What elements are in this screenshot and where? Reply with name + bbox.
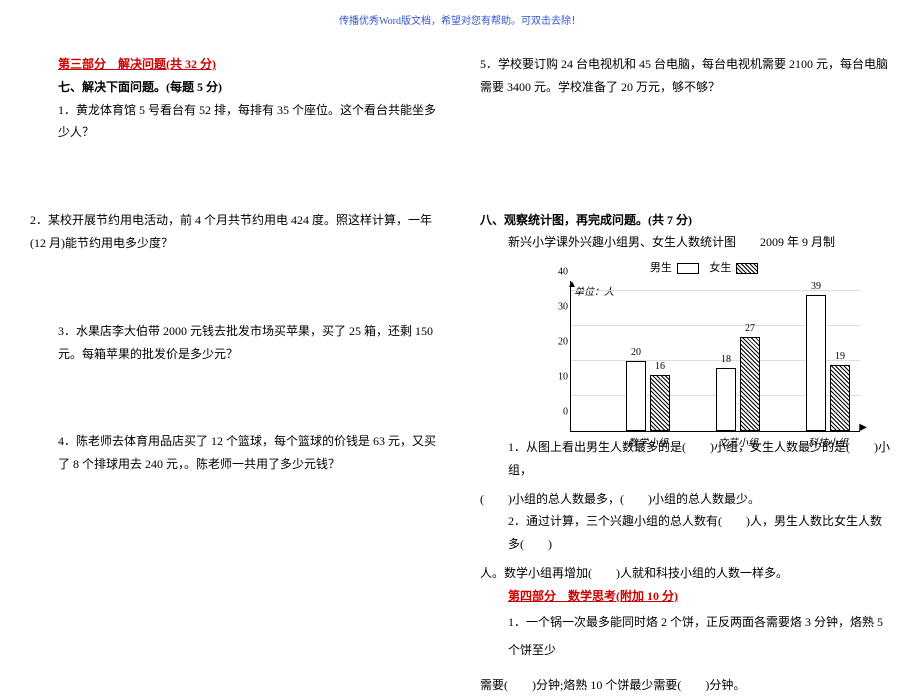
bar-value-label: 16 <box>655 357 665 376</box>
chart-container: 男生 女生 ▲ ▶ 单位：人 0102030402016数学小组1827文艺小组… <box>550 258 860 432</box>
section-8-heading: 八、观察统计图，再完成问题。(共 7 分) <box>480 209 890 232</box>
bar-value-label: 39 <box>811 277 821 296</box>
page-columns: 第三部分 解决问题(共 32 分) 七、解决下面问题。(每题 5 分) 1．黄龙… <box>0 33 920 700</box>
y-tick: 40 <box>553 263 568 282</box>
part3-title: 第三部分 解决问题(共 32 分) <box>58 53 440 76</box>
question-4: 4．陈老师去体育用品店买了 12 个篮球，每个篮球的价钱是 63 元，又买了 8… <box>58 430 440 476</box>
right-column: 5．学校要订购 24 台电视机和 45 台电脑，每台电视机需要 2100 元，每… <box>480 53 890 700</box>
bar-value-label: 19 <box>835 347 845 366</box>
question-9b: 需要( )分钟;烙熟 10 个饼最少需要( )分钟。 <box>480 671 890 700</box>
x-category-label: 文艺小组 <box>718 434 758 453</box>
y-tick: 0 <box>553 403 568 422</box>
question-3: 3．水果店李大伯带 2000 元钱去批发市场买苹果，买了 25 箱，还剩 150… <box>58 320 440 366</box>
legend-girl-swatch <box>736 263 758 274</box>
question-5: 5．学校要订购 24 台电视机和 45 台电脑，每台电视机需要 2100 元，每… <box>480 53 890 99</box>
left-column: 第三部分 解决问题(共 32 分) 七、解决下面问题。(每题 5 分) 1．黄龙… <box>30 53 440 700</box>
bar-value-label: 18 <box>721 350 731 369</box>
y-tick: 10 <box>553 368 568 387</box>
axis-unit-label: 单位：人 <box>574 283 614 302</box>
bar-value-label: 27 <box>745 319 755 338</box>
bar: 39 <box>806 295 826 432</box>
header-note: 传播优秀Word版文档，希望对您有帮助。可双击去除！ <box>0 0 920 33</box>
bar-value-label: 20 <box>631 343 641 362</box>
bar-chart: ▲ ▶ 单位：人 0102030402016数学小组1827文艺小组3919科技… <box>570 281 860 432</box>
bar: 19 <box>830 365 850 432</box>
question-8-1b: ( )小组的总人数最多，( )小组的总人数最少。 <box>480 488 890 511</box>
part4-title: 第四部分 数学思考(附加 10 分) <box>508 585 890 608</box>
question-2: 2．某校开展节约用电活动，前 4 个月共节约用电 424 度。照这样计算，一年(… <box>30 209 440 255</box>
question-1: 1．黄龙体育馆 5 号看台有 52 排，每排有 35 个座位。这个看台共能坐多少… <box>58 99 440 145</box>
legend-girl-label: 女生 <box>709 262 731 274</box>
chart-title: 新兴小学课外兴趣小组男、女生人数统计图 2009 年 9 月制 <box>508 231 890 254</box>
x-category-label: 科技小组 <box>808 434 848 453</box>
bar: 27 <box>740 337 760 432</box>
question-8-2: 2．通过计算，三个兴趣小组的总人数有( )人，男生人数比女生人数多( ) <box>508 510 890 556</box>
y-tick: 20 <box>553 333 568 352</box>
section-7-heading: 七、解决下面问题。(每题 5 分) <box>58 76 440 99</box>
x-category-label: 数学小组 <box>628 434 668 453</box>
bar: 20 <box>626 361 646 431</box>
legend-boy-swatch <box>677 263 699 274</box>
question-8-2b: 人。数学小组再增加( )人就和科技小组的人数一样多。 <box>480 562 890 585</box>
x-axis-arrow: ▶ <box>859 418 867 437</box>
bar: 18 <box>716 368 736 431</box>
legend-boy-label: 男生 <box>650 262 672 274</box>
y-tick: 30 <box>553 298 568 317</box>
question-9: 1．一个锅一次最多能同时烙 2 个饼，正反两面各需要烙 3 分钟，烙熟 5 个饼… <box>508 608 890 666</box>
bar: 16 <box>650 375 670 431</box>
